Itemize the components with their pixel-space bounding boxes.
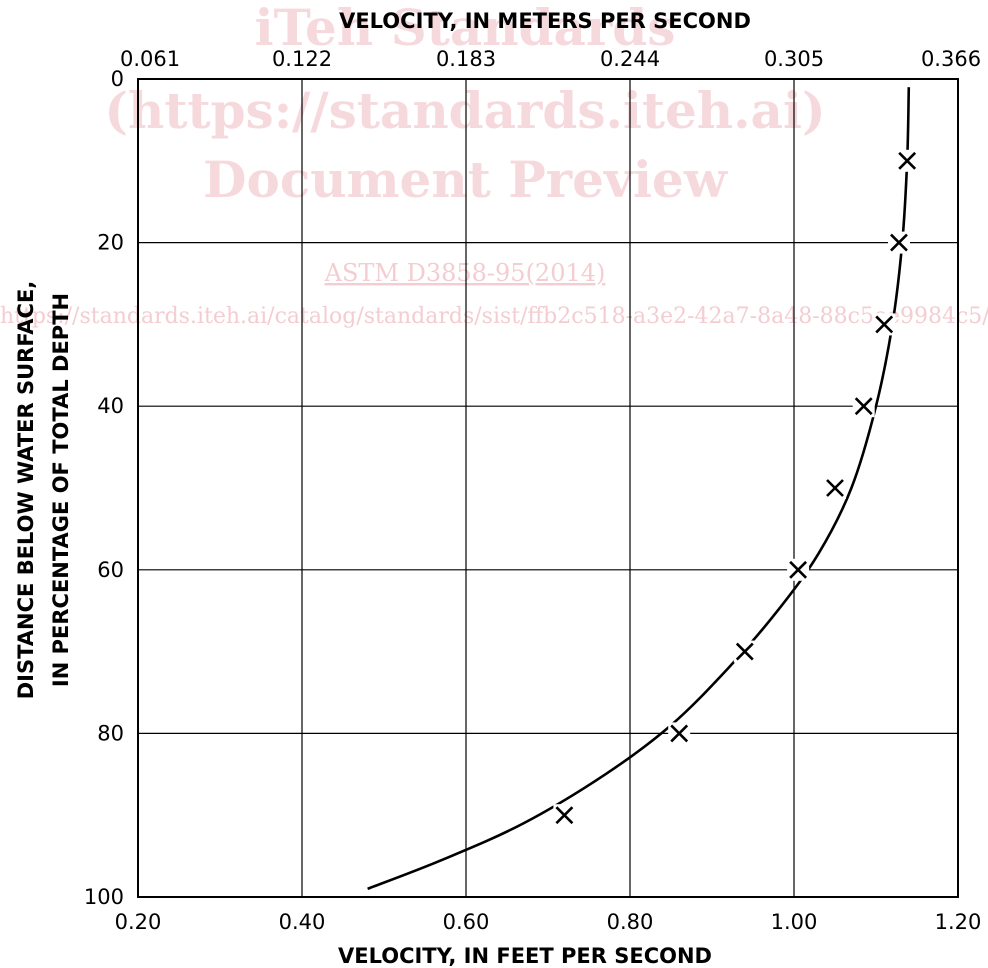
measurement-marker bbox=[787, 558, 810, 581]
x-tick-label: 1.00 bbox=[771, 910, 818, 934]
x2-tick-label: 0.244 bbox=[600, 47, 660, 71]
marker-stroke bbox=[875, 315, 894, 334]
watermark: iTeh Standards (https://standards.iteh.a… bbox=[0, 0, 988, 329]
marker-stroke bbox=[890, 233, 908, 252]
y-tick-label: 40 bbox=[97, 394, 124, 418]
plot-frame bbox=[137, 78, 959, 898]
measurement-marker bbox=[896, 149, 919, 172]
x2-tick-label: 0.305 bbox=[764, 47, 824, 71]
measurement-marker bbox=[824, 477, 846, 499]
top-axis-title: VELOCITY, IN METERS PER SECOND bbox=[339, 9, 751, 33]
x2-tick-label: 0.122 bbox=[272, 47, 332, 71]
bottom-axis-title: VELOCITY, IN FEET PER SECOND bbox=[338, 944, 712, 968]
measurement-marker bbox=[887, 231, 910, 254]
measurement-marker bbox=[873, 313, 896, 336]
x-tick-label: 0.60 bbox=[443, 910, 490, 934]
x2-tick-label: 0.061 bbox=[120, 47, 180, 71]
y-tick-label: 100 bbox=[84, 885, 124, 909]
marker-stroke bbox=[789, 560, 808, 579]
measurement-marker bbox=[733, 640, 756, 663]
marker-stroke bbox=[826, 479, 844, 497]
y-tick-label: 60 bbox=[97, 558, 124, 582]
marker-stroke bbox=[898, 151, 917, 170]
y-tick-label: 80 bbox=[97, 721, 124, 745]
watermark-line-5: https://standards.iteh.ai/catalog/standa… bbox=[0, 304, 988, 329]
x-tick-label: 0.20 bbox=[115, 910, 162, 934]
measurement-markers bbox=[553, 149, 919, 827]
watermark-line-4: ASTM D3858-95(2014) bbox=[324, 259, 606, 287]
measurement-marker bbox=[852, 395, 875, 418]
measurement-marker bbox=[668, 722, 691, 745]
watermark-line-1: iTeh Standards bbox=[255, 0, 676, 57]
tick-labels: 0.20 0.40 0.60 0.80 1.00 1.20 0.061 0.122 0.183 0… bbox=[84, 47, 981, 934]
y-tick-label: 20 bbox=[97, 231, 124, 255]
marker-stroke bbox=[555, 806, 574, 825]
y-axis-title-line-2: IN PERCENTAGE OF TOTAL DEPTH bbox=[49, 293, 73, 687]
measurement-marker bbox=[553, 804, 576, 827]
marker-stroke bbox=[854, 397, 873, 416]
x-tick-label: 0.40 bbox=[279, 910, 326, 934]
y-axis-title: DISTANCE BELOW WATER SURFACE, IN PERCENT… bbox=[14, 281, 73, 700]
watermark-line-2: (https://standards.iteh.ai) bbox=[104, 81, 825, 140]
x2-tick-label: 0.366 bbox=[921, 47, 981, 71]
x-tick-label: 0.80 bbox=[607, 910, 654, 934]
y-tick-label: 0 bbox=[111, 67, 124, 91]
y-axis-title-line-1: DISTANCE BELOW WATER SURFACE, bbox=[14, 281, 38, 700]
marker-stroke bbox=[670, 724, 689, 743]
marker-stroke bbox=[735, 642, 754, 661]
x2-tick-label: 0.183 bbox=[436, 47, 496, 71]
x-tick-label: 1.20 bbox=[935, 910, 982, 934]
